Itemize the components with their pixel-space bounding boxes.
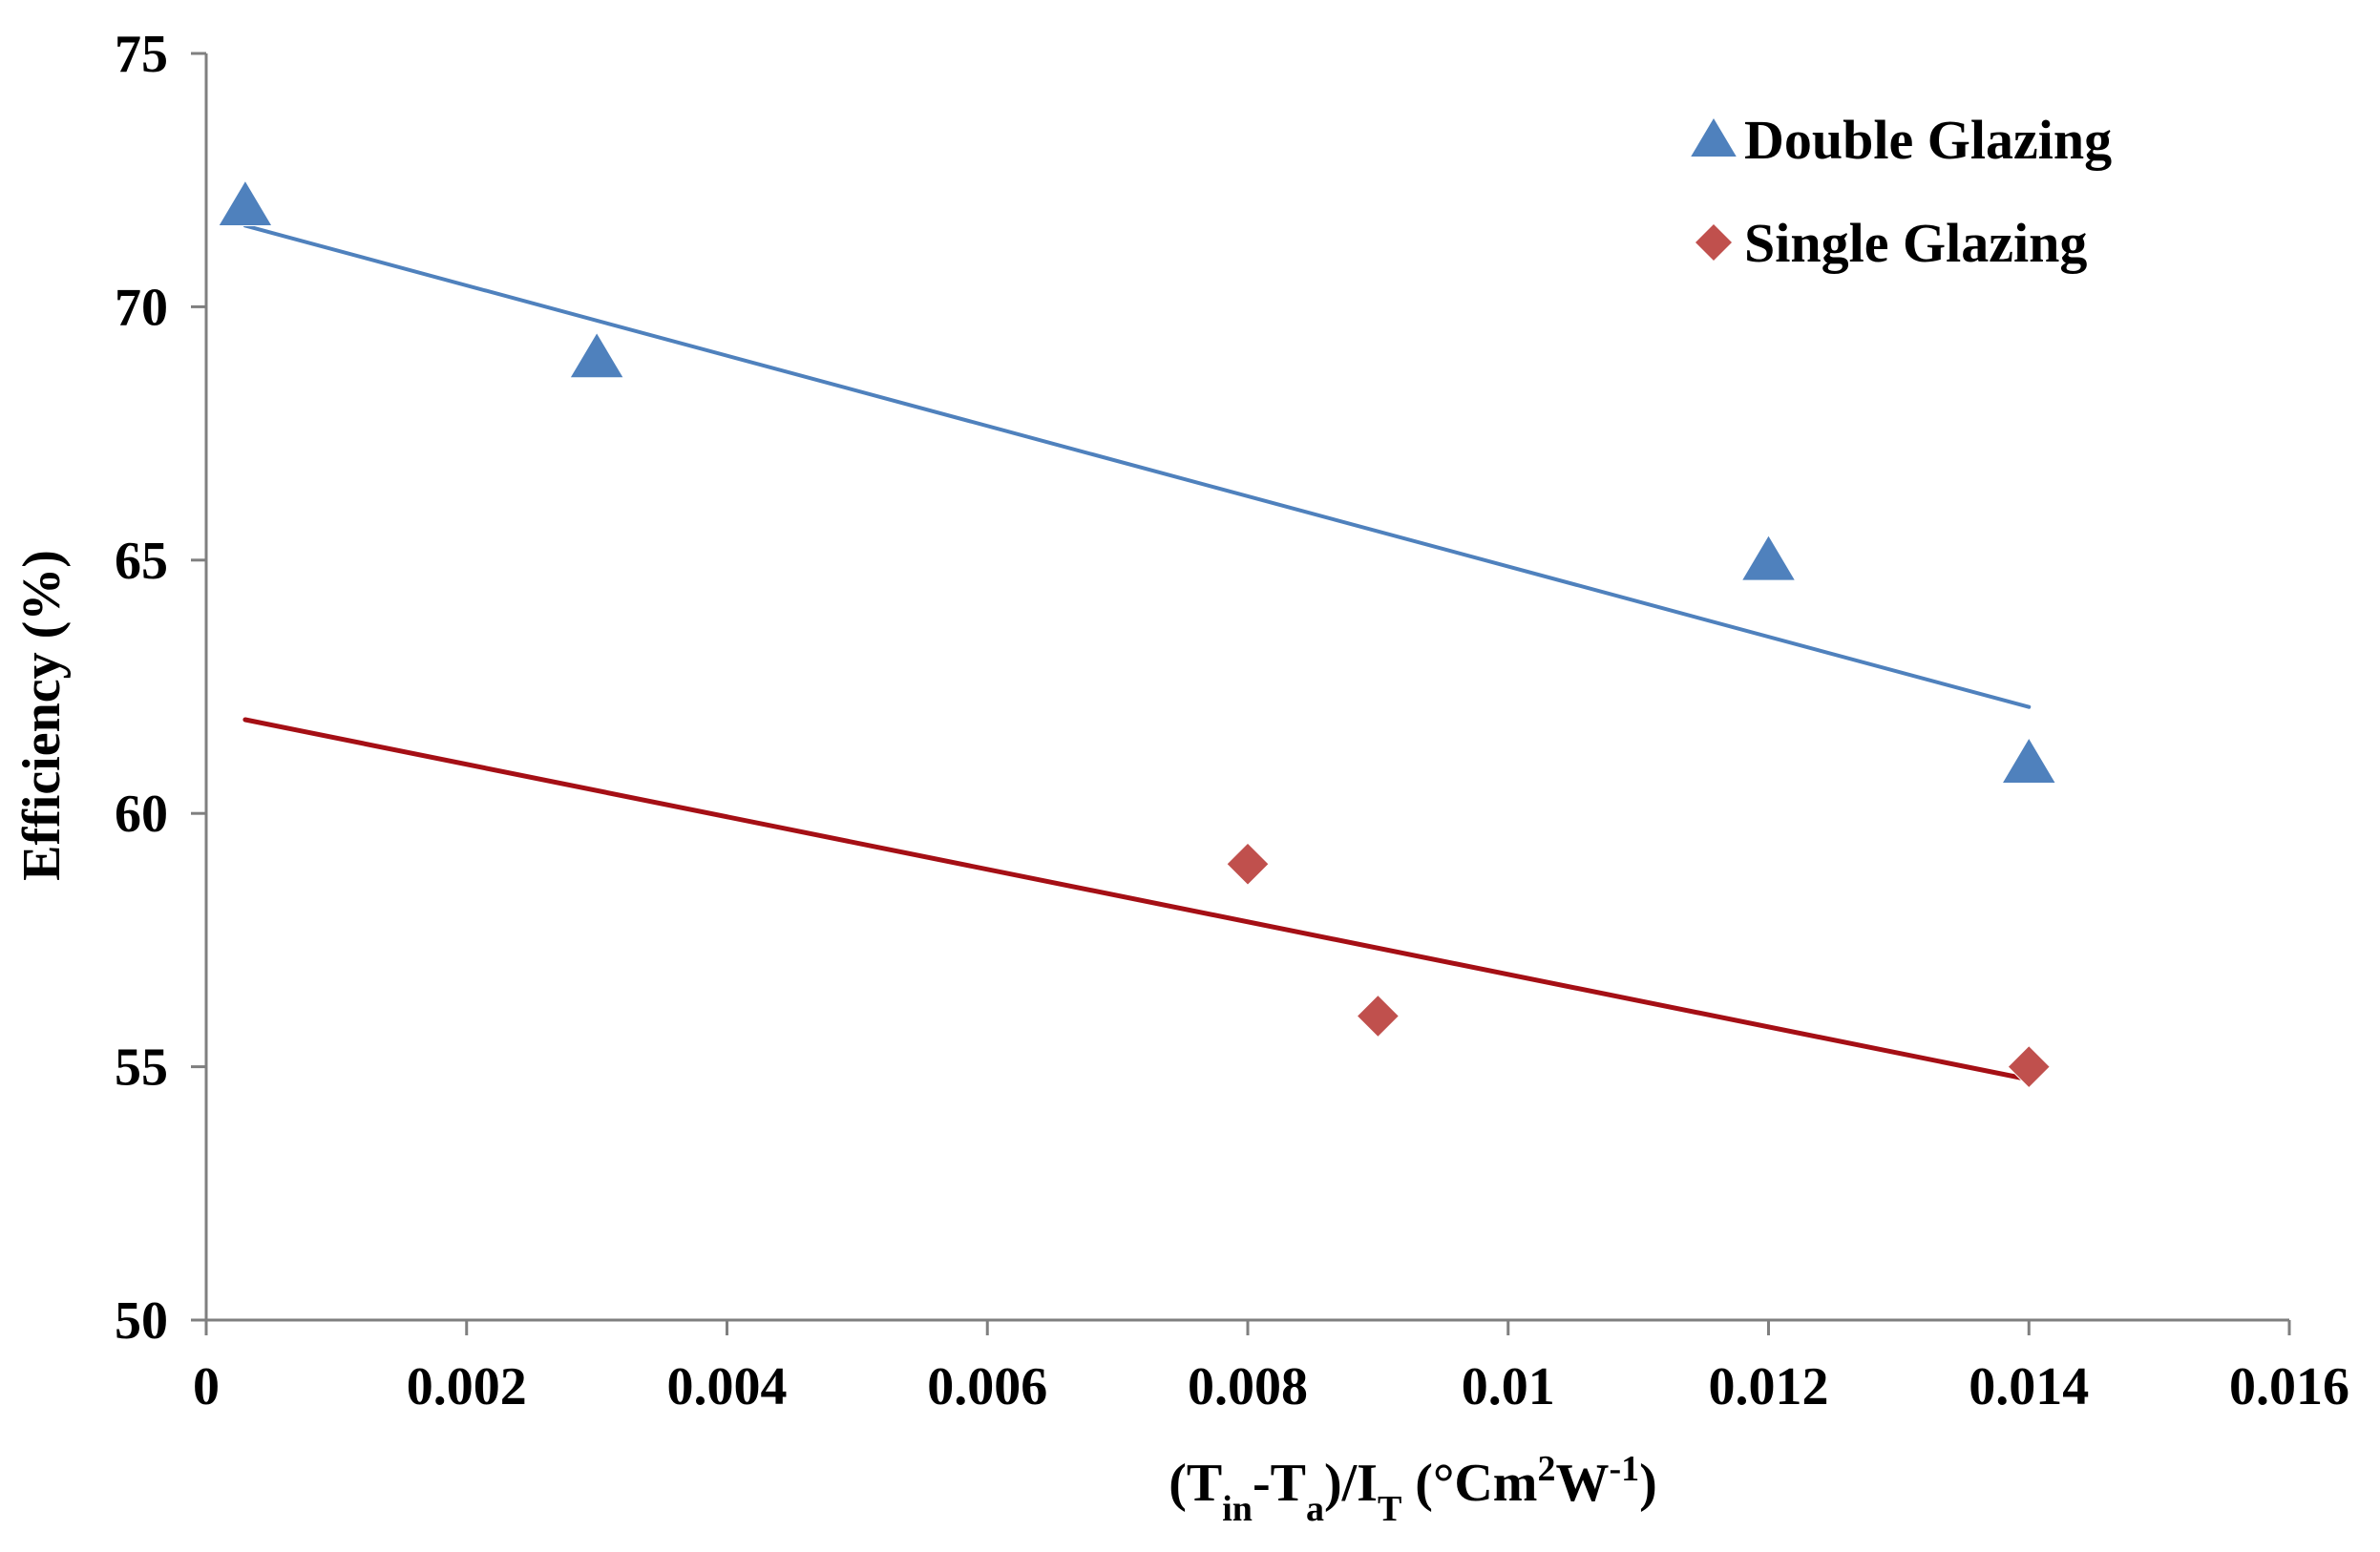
data-point-double-glazing	[1740, 534, 1797, 581]
x-tick-label: 0.006	[927, 1357, 1047, 1416]
x-tick-label: 0.004	[667, 1357, 788, 1416]
x-tick-label: 0.008	[1188, 1357, 1308, 1416]
x-tick-label: 0.002	[407, 1357, 527, 1416]
x-tick-label: 0.016	[2229, 1357, 2349, 1416]
x-tick-label: 0.012	[1709, 1357, 1829, 1416]
x-title-unit-open: (°Cm	[1401, 1454, 1537, 1513]
data-point-double-glazing	[2001, 737, 2057, 784]
x-axis-title: (Tin-Ta)/IT (°Cm2W-1)	[1169, 1449, 1657, 1529]
legend-marker-double-glazing	[1691, 118, 1737, 157]
x-title-unit-w: W	[1555, 1454, 1609, 1513]
x-tick-label: 0.01	[1462, 1357, 1555, 1416]
data-point-double-glazing	[569, 331, 625, 379]
y-tick-label: 65	[115, 532, 168, 591]
x-ticks: 0 0.002 0.004 0.006 0.008 0.01 0.012 0.014 0.016	[193, 1320, 2349, 1416]
data-points	[217, 179, 2057, 1089]
y-ticks: 50 55 60 65 70 75	[115, 25, 206, 1351]
x-title-sub-t: T	[1378, 1489, 1401, 1529]
legend: Double Glazing Single Glazing	[1691, 109, 2112, 274]
x-title-mid: -T	[1253, 1454, 1306, 1513]
data-point-double-glazing	[217, 179, 273, 227]
y-tick-label: 55	[115, 1038, 168, 1098]
y-tick-label: 70	[115, 278, 168, 337]
trendline-double-glazing	[242, 223, 2032, 709]
x-title-open: (T	[1169, 1454, 1222, 1513]
x-title-sub-in: in	[1222, 1489, 1253, 1529]
y-tick-label: 50	[115, 1291, 168, 1351]
legend-label-single-glazing: Single Glazing	[1744, 212, 2087, 274]
data-point-single-glazing	[1356, 994, 1401, 1038]
data-point-single-glazing	[2007, 1044, 2051, 1089]
x-title-close: )	[1639, 1454, 1657, 1513]
x-title-sub-a: a	[1306, 1489, 1324, 1529]
y-tick-label: 60	[115, 785, 168, 844]
x-tick-label: 0	[193, 1357, 220, 1416]
legend-marker-single-glazing	[1695, 224, 1732, 261]
trendlines	[242, 223, 2032, 1082]
y-tick-label: 75	[115, 25, 168, 84]
x-tick-label: 0.014	[1969, 1357, 2089, 1416]
x-title-sup-neg1: -1	[1609, 1449, 1639, 1489]
trendline-single-glazing	[242, 717, 2032, 1082]
x-title-sup-2: 2	[1537, 1449, 1555, 1489]
legend-label-double-glazing: Double Glazing	[1744, 109, 2112, 171]
x-title-slash: )/I	[1324, 1454, 1378, 1513]
data-point-single-glazing	[1226, 842, 1270, 886]
y-axis-title: Efficiency (%)	[12, 550, 72, 881]
